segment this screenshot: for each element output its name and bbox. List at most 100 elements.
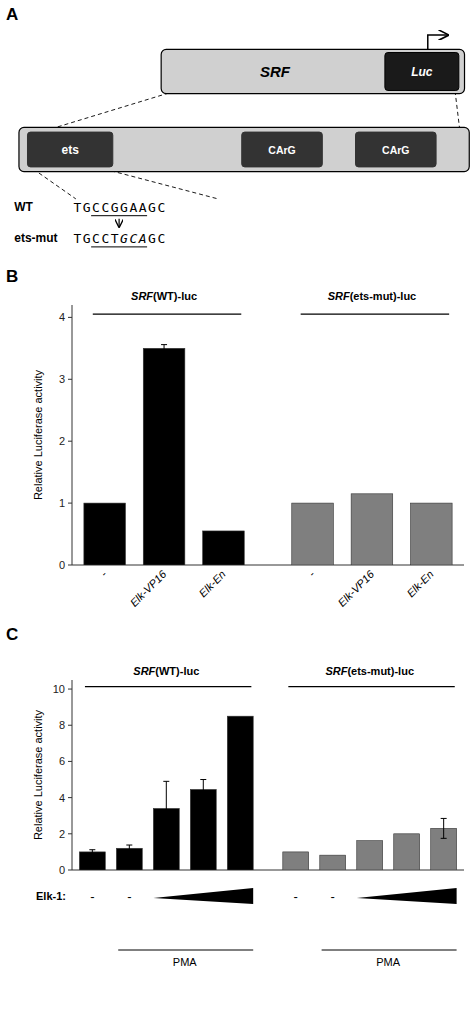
error-cap xyxy=(126,845,132,846)
y-tick-label: 0 xyxy=(59,559,65,571)
panel-a: ASRFLucetsCArGCArGWTTGCCGGAAGCets-mutTGC… xyxy=(6,5,469,247)
y-tick-label: 6 xyxy=(59,755,65,767)
bar xyxy=(143,348,185,565)
y-axis-label: Relative Luciferase activity xyxy=(32,369,44,500)
y-tick-label: 10 xyxy=(53,683,65,695)
y-tick xyxy=(68,761,72,762)
series-name-part: SRF xyxy=(325,665,347,677)
y-tick-label: 4 xyxy=(59,311,65,323)
sequence-part: GC xyxy=(148,230,167,245)
label-carg: CArG xyxy=(382,144,409,156)
error-bar xyxy=(200,780,206,800)
sequence: TGCCTGCAGC xyxy=(73,230,166,245)
bar xyxy=(84,503,126,565)
figure: ASRFLucetsCArGCArGWTTGCCGGAAGCets-mutTGC… xyxy=(0,0,474,1024)
bar xyxy=(116,848,142,870)
pma-label: PMA xyxy=(173,956,198,968)
series-name-part: SRF xyxy=(328,290,350,302)
y-tick xyxy=(68,833,72,834)
error-bar xyxy=(163,781,169,835)
plot-marks xyxy=(79,716,456,870)
error-line xyxy=(129,845,130,852)
y-tick-label: 3 xyxy=(59,373,65,385)
label-srf: SRF xyxy=(260,63,291,80)
label-luc: Luc xyxy=(411,65,433,79)
series-name-part: SRF xyxy=(133,665,155,677)
y-tick-label: 4 xyxy=(59,792,65,804)
error-bar xyxy=(441,818,447,838)
bar xyxy=(203,531,245,565)
ets-box xyxy=(27,132,112,167)
dose-triangle xyxy=(357,888,457,904)
treatment-label: - xyxy=(331,889,335,904)
promoter-box xyxy=(19,127,469,171)
bar xyxy=(394,834,420,870)
series-name-part: (ets-mut)-luc xyxy=(347,665,414,677)
bar xyxy=(411,503,453,565)
error-line xyxy=(203,780,204,800)
series-name-part: (ets-mut)-luc xyxy=(350,290,417,302)
motif-underline xyxy=(91,215,147,216)
error-cap xyxy=(89,849,95,850)
mutation-arrow xyxy=(119,219,120,227)
bar xyxy=(283,852,309,870)
y-tick-label: 2 xyxy=(59,435,65,447)
panel-label: A xyxy=(6,5,18,24)
series-name: SRF(WT)-luc xyxy=(131,290,197,302)
y-tick xyxy=(68,317,72,318)
bar xyxy=(292,503,334,565)
x-tick-label: - xyxy=(306,568,317,579)
sequence-name: WT xyxy=(14,200,33,214)
label-carg: CArG xyxy=(268,144,295,156)
series-name-part: (WT)-luc xyxy=(153,290,197,302)
panel-label: C xyxy=(6,625,18,644)
elk-row-label: Elk-1: xyxy=(36,890,66,902)
error-cap xyxy=(163,835,169,836)
bar xyxy=(227,716,253,870)
x-tick-label: Elk-VP16 xyxy=(128,567,170,609)
zoom-line xyxy=(455,91,460,130)
plot-marks xyxy=(84,345,452,565)
error-cap xyxy=(161,344,167,345)
treatment-label: - xyxy=(90,889,94,904)
group-bracket xyxy=(85,686,251,687)
treatment-label: - xyxy=(127,889,131,904)
series-name: SRF(WT)-luc xyxy=(133,665,199,677)
y-tick xyxy=(68,870,72,871)
x-axis-line xyxy=(72,565,464,566)
series-name-part: SRF xyxy=(131,290,153,302)
sequence-part: GCA xyxy=(120,230,148,245)
carg-box xyxy=(242,132,323,167)
x-tick-label: Elk-En xyxy=(196,568,227,599)
error-line xyxy=(166,781,167,835)
panel-c: C0246810Relative Luciferase activitySRF(… xyxy=(6,625,464,968)
error-bar xyxy=(161,345,167,352)
y-tick-label: 1 xyxy=(59,497,65,509)
panel-label: B xyxy=(6,267,18,286)
zoom-line xyxy=(47,91,175,130)
treatment-label: - xyxy=(294,889,298,904)
x-tick-label: Elk-En xyxy=(404,568,435,599)
error-bar xyxy=(126,845,132,852)
y-tick xyxy=(68,441,72,442)
series-name: SRF(ets-mut)-luc xyxy=(325,665,414,677)
error-cap xyxy=(441,838,447,839)
group-bracket xyxy=(93,313,241,314)
error-cap xyxy=(161,352,167,353)
sequence-part: TGCCT xyxy=(73,230,120,245)
y-tick xyxy=(68,503,72,504)
x-tick-label: Elk-VP16 xyxy=(335,567,377,609)
y-tick-label: 0 xyxy=(59,864,65,876)
y-tick xyxy=(68,797,72,798)
y-axis-line xyxy=(72,305,73,565)
error-line xyxy=(92,850,93,854)
bar xyxy=(351,494,393,565)
y-axis-label: Relative Luciferase activity xyxy=(32,709,44,840)
error-line xyxy=(164,345,165,352)
y-tick xyxy=(68,689,72,690)
sequence-name: ets-mut xyxy=(14,231,57,245)
pma-label: PMA xyxy=(376,956,401,968)
motif-underline xyxy=(91,246,147,247)
zoom-line xyxy=(104,169,218,199)
y-axis-line xyxy=(72,680,73,870)
